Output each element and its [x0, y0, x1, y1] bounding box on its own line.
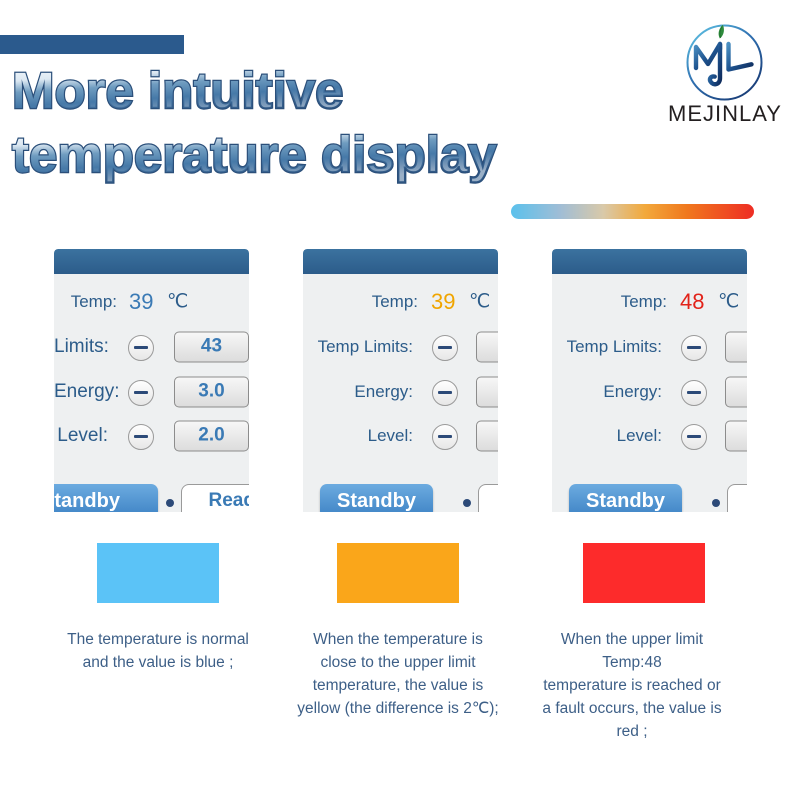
svg-text:More intuitive: More intuitive [12, 62, 344, 119]
svg-text:temperature display: temperature display [12, 126, 497, 183]
